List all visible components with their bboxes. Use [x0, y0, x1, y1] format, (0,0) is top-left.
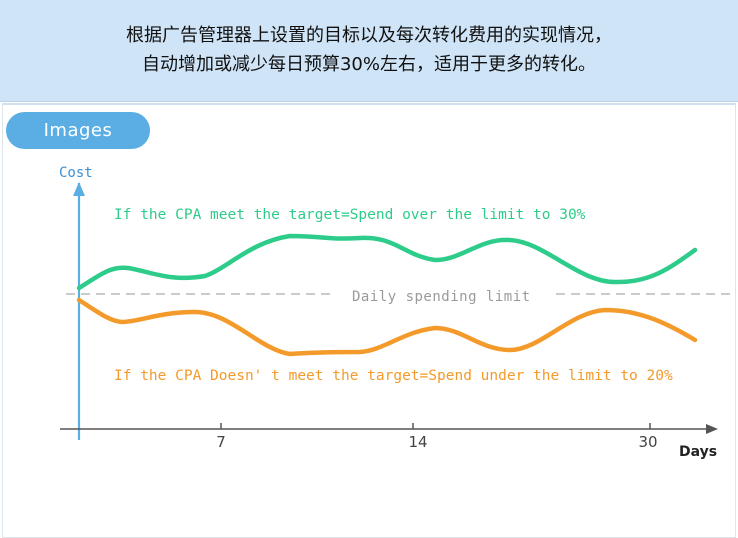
series-under-target-label: If the CPA Doesn' t meet the target=Spen…: [114, 368, 673, 384]
banner-line-1: 根据广告管理器上设置的目标以及每次转化费用的实现情况，: [126, 25, 612, 46]
series-over-target-label: If the CPA meet the target=Spend over th…: [114, 207, 586, 223]
x-tick-label-14: 14: [408, 433, 427, 451]
series-under-target-line: [76, 297, 698, 357]
daily-limit-label: Daily spending limit: [352, 289, 531, 305]
y-axis-label: Cost: [59, 165, 93, 181]
x-axis-arrow-icon: [706, 424, 718, 434]
header-banner: 根据广告管理器上设置的目标以及每次转化费用的实现情况， 自动增加或减少每日预算3…: [0, 0, 738, 102]
series-over-target-line: [76, 233, 698, 291]
y-axis-arrow-icon: [73, 182, 85, 196]
x-tick-label-30: 30: [638, 433, 657, 451]
banner-text: 根据广告管理器上设置的目标以及每次转化费用的实现情况， 自动增加或减少每日预算3…: [0, 21, 738, 79]
x-tick-label-7: 7: [216, 433, 226, 451]
banner-line-2: 自动增加或减少每日预算30%左右，适用于更多的转化。: [141, 54, 596, 75]
x-axis-label: Days: [679, 444, 717, 460]
images-tab[interactable]: Images: [6, 112, 150, 149]
